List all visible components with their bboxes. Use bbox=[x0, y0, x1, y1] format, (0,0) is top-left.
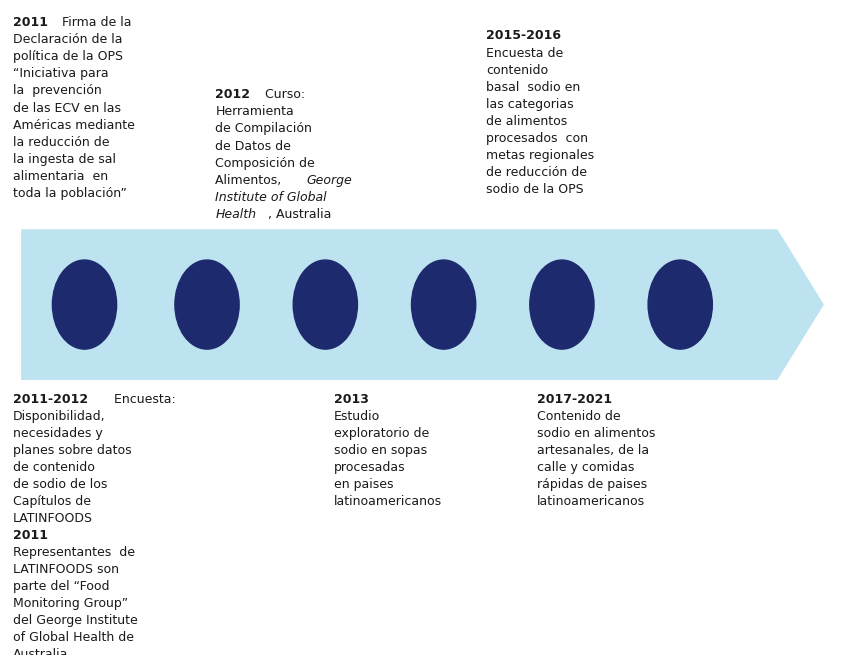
Text: LATINFOODS son: LATINFOODS son bbox=[13, 563, 118, 576]
Text: “Iniciativa para: “Iniciativa para bbox=[13, 67, 108, 81]
Text: en paises: en paises bbox=[333, 478, 392, 491]
Text: Firma de la: Firma de la bbox=[57, 16, 131, 29]
Ellipse shape bbox=[647, 260, 711, 349]
Text: sodio en sopas: sodio en sopas bbox=[333, 444, 426, 457]
Text: Monitoring Group”: Monitoring Group” bbox=[13, 597, 127, 610]
Text: LATINFOODS: LATINFOODS bbox=[13, 512, 93, 525]
Text: política de la OPS: política de la OPS bbox=[13, 50, 122, 64]
Text: artesanales, de la: artesanales, de la bbox=[536, 444, 648, 457]
Text: Herramienta: Herramienta bbox=[215, 105, 294, 119]
Text: de Compilación: de Compilación bbox=[215, 122, 312, 136]
Text: rápidas de paises: rápidas de paises bbox=[536, 478, 646, 491]
Text: Encuesta:: Encuesta: bbox=[110, 393, 176, 406]
Ellipse shape bbox=[529, 260, 593, 349]
Text: las categorias: las categorias bbox=[485, 98, 573, 111]
Text: Health: Health bbox=[215, 208, 257, 221]
Text: Institute of Global: Institute of Global bbox=[215, 191, 327, 204]
Text: 2017-2021: 2017-2021 bbox=[536, 393, 611, 406]
Text: 2015-2016: 2015-2016 bbox=[485, 29, 560, 43]
Text: la ingesta de sal: la ingesta de sal bbox=[13, 153, 116, 166]
Text: de sodio de los: de sodio de los bbox=[13, 478, 107, 491]
Text: latinoamericanos: latinoamericanos bbox=[333, 495, 441, 508]
Text: 2011: 2011 bbox=[13, 529, 47, 542]
Text: de reducción de: de reducción de bbox=[485, 166, 587, 179]
Text: Disponibilidad,: Disponibilidad, bbox=[13, 410, 106, 423]
Ellipse shape bbox=[175, 260, 239, 349]
Text: George: George bbox=[306, 174, 351, 187]
Ellipse shape bbox=[411, 260, 475, 349]
Text: Américas mediante: Américas mediante bbox=[13, 119, 134, 132]
Text: Australia: Australia bbox=[13, 648, 68, 655]
Text: sodio de la OPS: sodio de la OPS bbox=[485, 183, 583, 196]
Text: calle y comidas: calle y comidas bbox=[536, 461, 633, 474]
Text: Encuesta de: Encuesta de bbox=[485, 47, 562, 60]
Text: of Global Health de: of Global Health de bbox=[13, 631, 133, 645]
Text: exploratorio de: exploratorio de bbox=[333, 427, 429, 440]
Text: la reducción de: la reducción de bbox=[13, 136, 109, 149]
Text: de contenido: de contenido bbox=[13, 461, 95, 474]
Text: latinoamericanos: latinoamericanos bbox=[536, 495, 644, 508]
Text: de Datos de: de Datos de bbox=[215, 140, 291, 153]
Text: 2011-2012: 2011-2012 bbox=[13, 393, 88, 406]
Text: parte del “Food: parte del “Food bbox=[13, 580, 109, 593]
Text: procesadas: procesadas bbox=[333, 461, 405, 474]
Text: contenido: contenido bbox=[485, 64, 548, 77]
Text: planes sobre datos: planes sobre datos bbox=[13, 444, 131, 457]
Text: 2013: 2013 bbox=[333, 393, 368, 406]
Text: basal  sodio en: basal sodio en bbox=[485, 81, 580, 94]
Text: la  prevención: la prevención bbox=[13, 84, 101, 98]
Text: Curso:: Curso: bbox=[260, 88, 305, 102]
Text: sodio en alimentos: sodio en alimentos bbox=[536, 427, 654, 440]
Text: de las ECV en las: de las ECV en las bbox=[13, 102, 121, 115]
Text: 2012: 2012 bbox=[215, 88, 250, 102]
Ellipse shape bbox=[293, 260, 357, 349]
Text: 2011: 2011 bbox=[13, 16, 47, 29]
Text: Declaración de la: Declaración de la bbox=[13, 33, 122, 47]
Text: necesidades y: necesidades y bbox=[13, 427, 102, 440]
Ellipse shape bbox=[52, 260, 116, 349]
Text: Capítulos de: Capítulos de bbox=[13, 495, 90, 508]
Text: procesados  con: procesados con bbox=[485, 132, 587, 145]
Text: metas regionales: metas regionales bbox=[485, 149, 593, 162]
Text: del George Institute: del George Institute bbox=[13, 614, 138, 627]
Text: Estudio: Estudio bbox=[333, 410, 380, 423]
Text: Alimentos,: Alimentos, bbox=[215, 174, 285, 187]
Text: alimentaria  en: alimentaria en bbox=[13, 170, 108, 183]
Text: Contenido de: Contenido de bbox=[536, 410, 619, 423]
Text: Representantes  de: Representantes de bbox=[13, 546, 134, 559]
Text: Composición de: Composición de bbox=[215, 157, 315, 170]
Text: , Australia: , Australia bbox=[268, 208, 332, 221]
Text: de alimentos: de alimentos bbox=[485, 115, 566, 128]
Text: toda la población”: toda la población” bbox=[13, 187, 127, 200]
Polygon shape bbox=[21, 229, 823, 380]
